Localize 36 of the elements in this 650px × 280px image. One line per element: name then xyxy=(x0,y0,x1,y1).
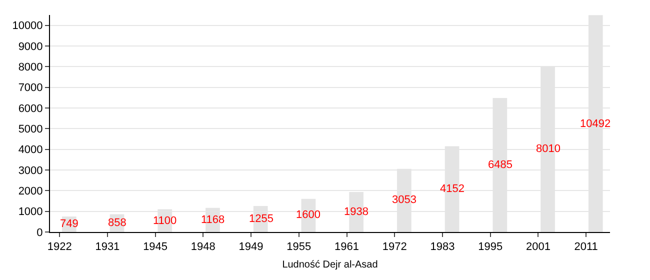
x-tick-label: 1931 xyxy=(95,241,120,254)
x-tick-label: 1945 xyxy=(143,241,168,254)
data-label: 10492 xyxy=(580,118,611,130)
data-label: 1168 xyxy=(201,214,225,226)
data-label: 8010 xyxy=(536,143,560,155)
data-label: 1255 xyxy=(249,213,274,225)
y-tick-label: 7000 xyxy=(18,82,43,94)
y-tick-label: 10000 xyxy=(12,20,43,32)
data-label: 1100 xyxy=(153,215,177,227)
y-tick-label: 3000 xyxy=(18,164,43,177)
y-tick-label: 9000 xyxy=(18,40,43,53)
x-tick-label: 1983 xyxy=(430,241,455,254)
y-tick-label: 2000 xyxy=(18,186,43,198)
data-label: 1600 xyxy=(296,209,320,221)
data-label: 6485 xyxy=(488,159,512,171)
x-tick-label: 2011 xyxy=(574,241,598,254)
data-label: 749 xyxy=(60,218,78,230)
data-label: 4152 xyxy=(440,183,464,195)
y-tick-label: 8000 xyxy=(18,62,43,74)
data-label: 858 xyxy=(108,217,126,229)
y-tick-label: 4000 xyxy=(18,144,43,156)
x-tick-label: 1948 xyxy=(190,241,216,254)
y-tick-label: 0 xyxy=(36,226,43,239)
x-tick-label: 1961 xyxy=(334,241,359,254)
x-axis-title: Ludność Dejr al-Asad xyxy=(282,260,378,271)
x-tick-label: 1995 xyxy=(478,241,503,254)
x-tick-label: 1972 xyxy=(382,241,407,254)
x-tick-label: 1955 xyxy=(286,241,312,254)
data-label: 3053 xyxy=(392,194,416,206)
y-tick-label: 6000 xyxy=(18,102,43,115)
x-tick-label: 2001 xyxy=(526,241,550,254)
x-tick-label: 1949 xyxy=(238,241,264,254)
y-tick-label: 1000 xyxy=(18,206,43,218)
y-tick-label: 5000 xyxy=(18,124,43,136)
data-label: 1938 xyxy=(344,206,368,218)
x-tick-label: 1922 xyxy=(47,241,72,254)
